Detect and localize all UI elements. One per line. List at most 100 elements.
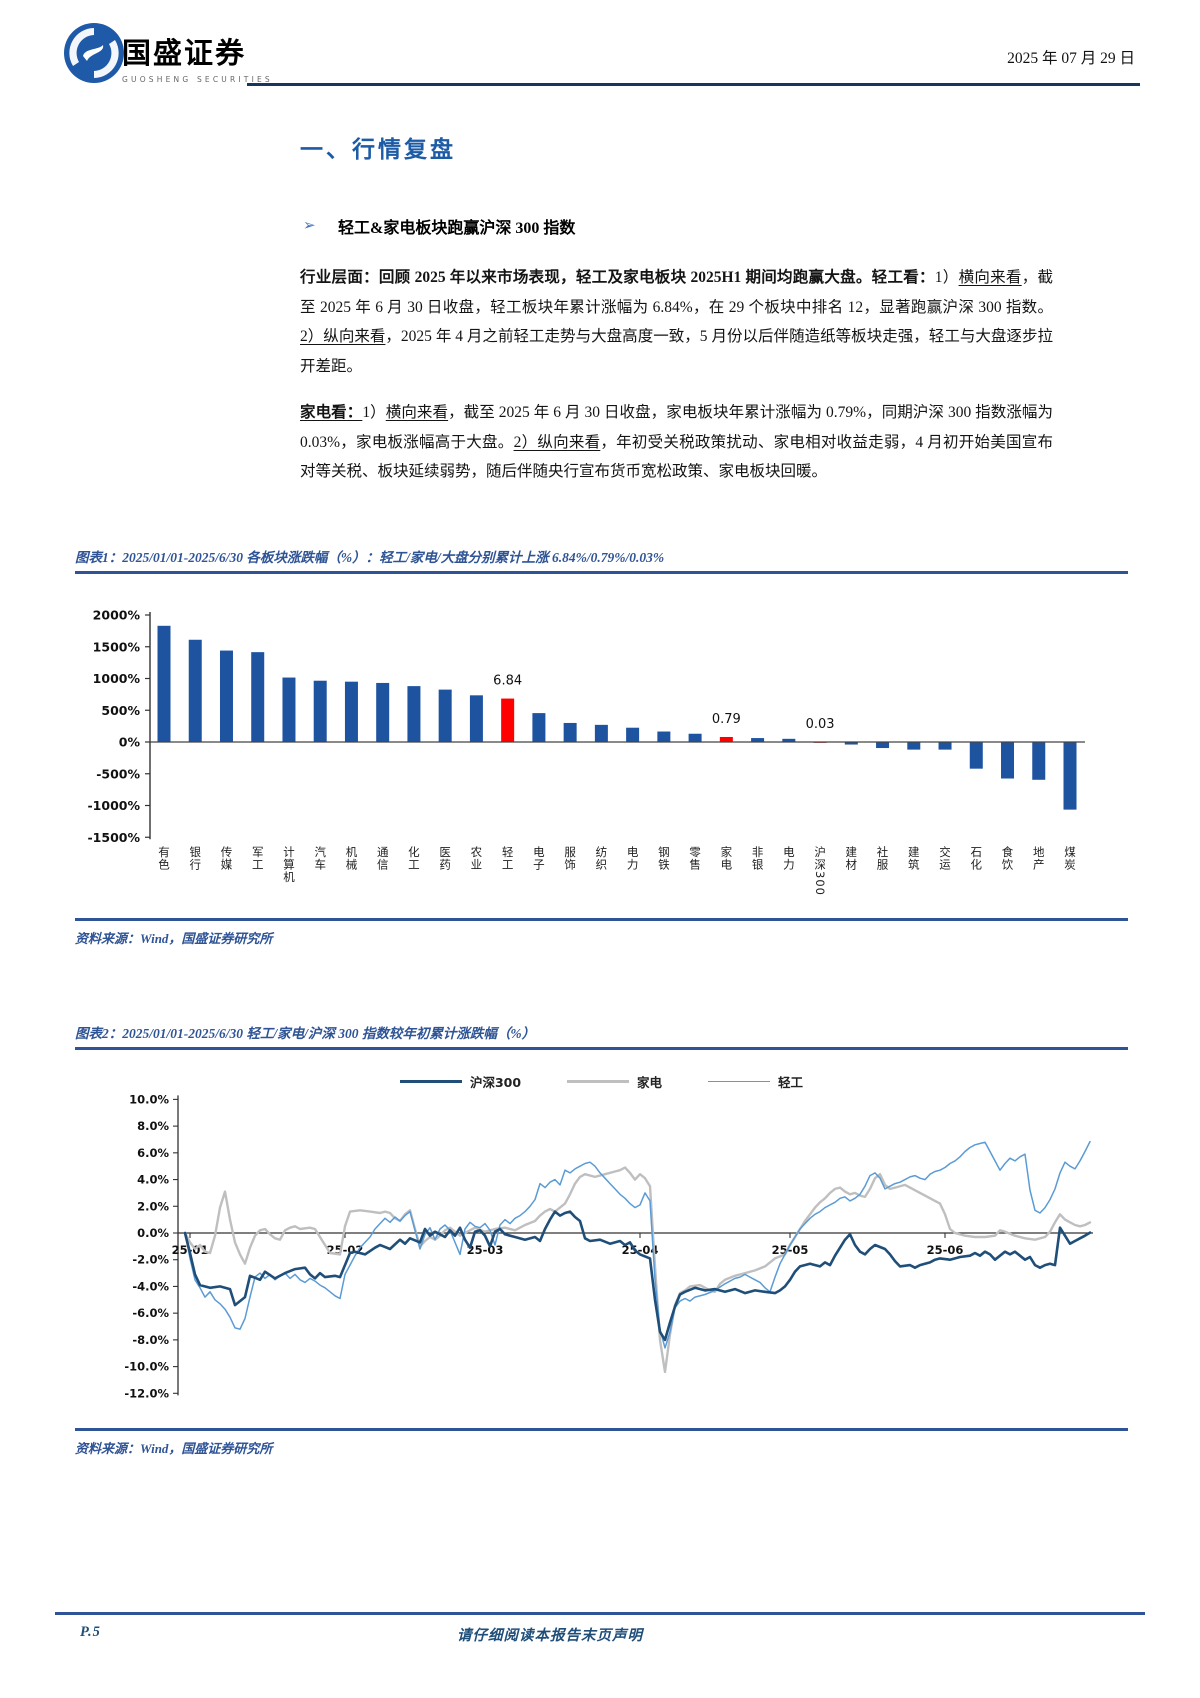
bar-银行 [188, 639, 202, 742]
bar-category-label-社服: 社服 [875, 846, 890, 871]
bullet-arrow-icon: ➢ [303, 216, 316, 234]
bar-化工 [407, 686, 421, 742]
bar-category-label-石化: 石化 [969, 846, 984, 871]
bar-建筑 [907, 742, 921, 750]
line-y-tick-label: 4.0% [137, 1173, 169, 1187]
bar-category-label-电力: 电力 [781, 846, 796, 871]
bar-category-label-沪深300: 沪深300 [813, 846, 828, 896]
bar-汽车 [313, 680, 327, 742]
bar-category-label-电力: 电力 [625, 846, 640, 871]
bar-category-label-电子: 电子 [531, 846, 546, 871]
bar-category-label-纺织: 纺织 [594, 846, 609, 871]
line-y-tick-label: 6.0% [137, 1146, 169, 1160]
text-run: ，截至 2025 年 6 月 30 日收盘，轻工板块年累计涨幅为 6.84%，在… [300, 269, 1053, 316]
line-y-tick-label: -4.0% [132, 1279, 169, 1293]
legend-item-jiadian: 家电 [567, 1072, 662, 1091]
bar-category-label-服饰: 服饰 [563, 846, 578, 871]
bar-y-tick-label: 1000% [93, 671, 141, 686]
bar-计算机 [282, 677, 296, 742]
bar-零售 [688, 733, 702, 742]
bar-category-label-医药: 医药 [438, 846, 453, 871]
text-run: 行业层面：回顾 2025 年以来市场表现，轻工及家电板块 2025H1 期间均跑… [300, 269, 872, 286]
text-run: 横向来看 [958, 269, 1022, 286]
line-x-tick-label-25-05: 25-05 [772, 1243, 809, 1257]
bar-data-label: 6.84 [493, 674, 522, 689]
bar-category-label-非银: 非银 [750, 846, 765, 871]
bar-category-label-交运: 交运 [938, 846, 953, 871]
bar-医药 [438, 689, 452, 742]
bar-y-tick-label: -1000% [87, 798, 140, 813]
bar-地产 [1032, 742, 1046, 780]
brand-name-cn: 国盛证券 [122, 36, 247, 70]
bar-食饮 [1001, 742, 1015, 779]
footer-page-number: P.5 [80, 1624, 101, 1640]
bar-有色 [157, 625, 171, 742]
bar-家电 [719, 736, 733, 742]
bar-category-label-钢铁: 钢铁 [656, 846, 671, 871]
bar-煤炭 [1063, 742, 1077, 810]
text-run: 轻工看： [871, 269, 935, 286]
line-x-tick-label-25-04: 25-04 [622, 1243, 659, 1257]
bar-y-tick-label: 0% [119, 735, 141, 750]
bar-category-label-轻工: 轻工 [500, 846, 515, 871]
bar-y-tick-label: -500% [96, 766, 140, 781]
line-y-tick-label: 2.0% [137, 1199, 169, 1213]
hs300-line-swatch-icon [399, 1080, 462, 1083]
bar-category-label-化工: 化工 [406, 846, 421, 871]
bar-data-label: 0.03 [806, 717, 835, 732]
sector-performance-bar-chart: 2000% 1500% 1000% 500% 0% -500% -1000% -1500% 6.… [87, 608, 1085, 842]
line-chart-legend: 沪深300 家电 轻工 [75, 1072, 1128, 1091]
series-line-家电 [183, 1166, 1092, 1374]
qinggong-line-swatch-icon [708, 1080, 771, 1083]
jiadian-line-swatch-icon [567, 1080, 630, 1083]
figure2-top-rule [75, 1047, 1128, 1050]
header-rule [247, 83, 1140, 86]
line-y-tick-label: 8.0% [137, 1119, 169, 1133]
bar-电力 [626, 727, 640, 742]
figure1-bottom-rule [75, 918, 1128, 921]
bar-纺织 [594, 724, 608, 742]
line-y-tick-label: -8.0% [132, 1333, 169, 1347]
report-date: 2025 年 07 月 29 日 [1007, 50, 1135, 67]
line-x-tick-label-25-06: 25-06 [927, 1243, 964, 1257]
bar-category-label-家电: 家电 [719, 846, 734, 871]
legend-label-hs300: 沪深300 [469, 1075, 522, 1090]
line-y-tick-label: 0.0% [137, 1226, 169, 1240]
guosheng-logo-icon [64, 23, 124, 83]
brand-text: 国盛证券 GUOSHENG SECURITIES [122, 30, 273, 84]
bar-石化 [969, 742, 983, 769]
bar-轻工 [501, 698, 515, 742]
bar-category-label-食饮: 食饮 [1000, 846, 1015, 871]
bar-非银 [751, 738, 765, 742]
bar-category-label-银行: 银行 [188, 846, 203, 871]
bar-category-label-计算机: 计算机 [281, 846, 296, 884]
bar-交运 [938, 742, 952, 750]
bar-category-label-军工: 军工 [250, 846, 265, 871]
paragraph-industry-overview: 行业层面：回顾 2025 年以来市场表现，轻工及家电板块 2025H1 期间均跑… [300, 263, 1053, 381]
brand-name-en: GUOSHENG SECURITIES [122, 75, 273, 84]
bar-电力 [782, 738, 796, 742]
bar-传媒 [219, 650, 233, 742]
bar-category-label-煤炭: 煤炭 [1063, 846, 1077, 871]
figure2-source: 资料来源：Wind，国盛证券研究所 [75, 1441, 273, 1456]
bar-服饰 [563, 722, 577, 742]
bar-data-label: 0.79 [712, 712, 741, 727]
text-run: 家电看： [300, 404, 363, 421]
legend-label-qinggong: 轻工 [778, 1075, 804, 1090]
cumulative-return-line-chart: 10.0% 8.0% 6.0% 4.0% 2.0% 0.0% -2.0% -4.0% -6.0%… [124, 1094, 1093, 1400]
bar-建材 [844, 742, 858, 745]
legend-item-qinggong: 轻工 [708, 1072, 803, 1091]
figure2-bottom-rule [75, 1428, 1128, 1431]
bar-category-label-机械: 机械 [344, 846, 359, 871]
bar-y-tick-label: 1500% [93, 639, 141, 654]
text-run: 2）纵向来看 [300, 328, 386, 345]
series-line-轻工 [184, 1140, 1091, 1349]
bar-category-label-建筑: 建筑 [906, 846, 921, 871]
text-run: ，2025 年 4 月之前轻工走势与大盘高度一致，5 月份以后伴随造纸等板块走强… [300, 328, 1053, 375]
line-y-tick-label: 10.0% [129, 1094, 169, 1106]
footer-disclaimer: 请仔细阅读本报告末页声明 [457, 1628, 643, 1644]
bar-y-tick-label: -1500% [87, 830, 140, 842]
line-y-tick-label: -6.0% [132, 1306, 169, 1320]
bar-钢铁 [657, 731, 671, 742]
